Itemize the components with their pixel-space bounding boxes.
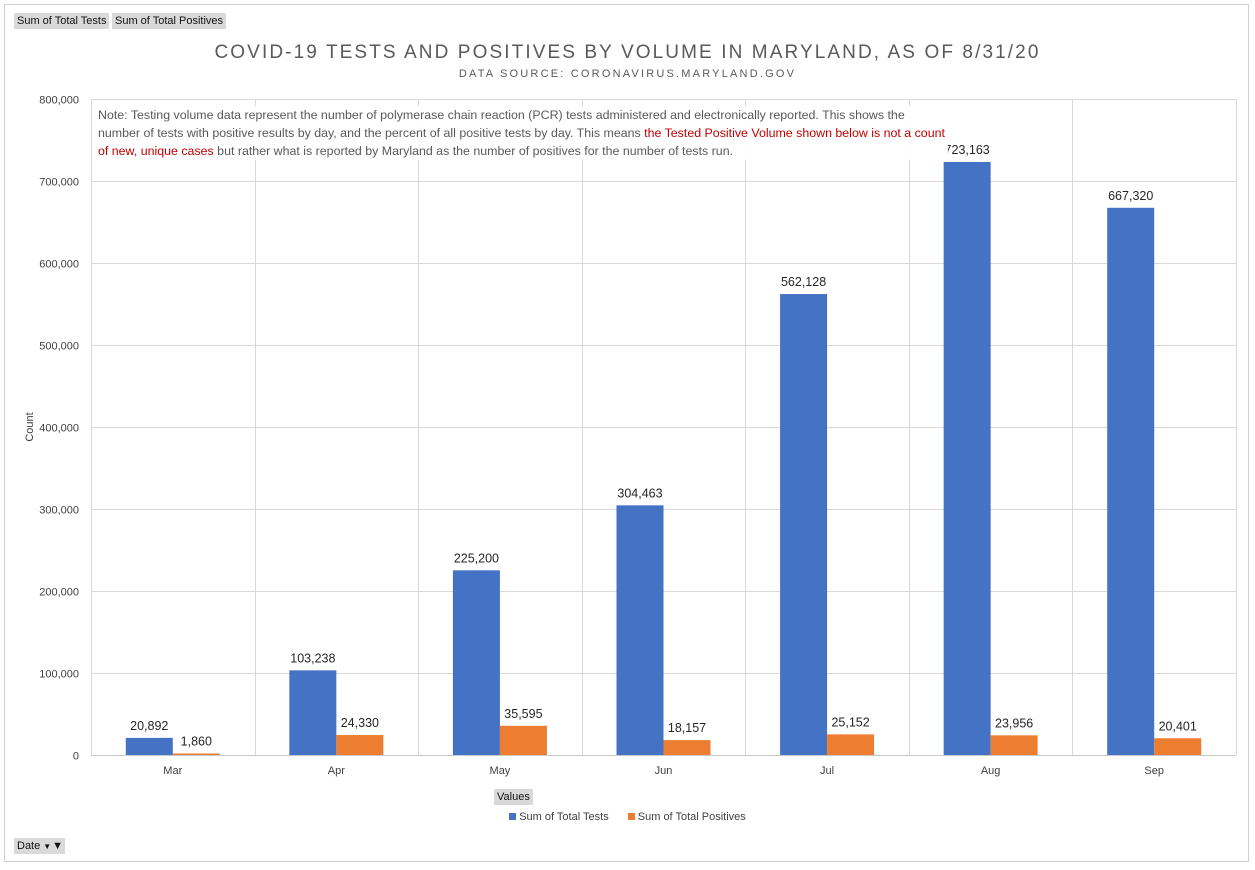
x-tick-label: May bbox=[490, 765, 511, 777]
data-label-positives: 35,595 bbox=[504, 707, 542, 721]
x-tick-label: Jun bbox=[655, 765, 673, 777]
bar-positives bbox=[499, 725, 547, 755]
x-tick-label: Mar bbox=[163, 765, 182, 777]
data-label-positives: 1,860 bbox=[181, 734, 212, 748]
bar-positives bbox=[663, 740, 711, 755]
y-tick-label: 200,000 bbox=[39, 587, 79, 599]
data-label-positives: 23,956 bbox=[995, 716, 1033, 730]
y-tick-label: 100,000 bbox=[39, 669, 79, 681]
bar-tests bbox=[616, 505, 664, 755]
x-tick-label: Jul bbox=[820, 765, 834, 777]
legend-label-positives: Sum of Total Positives bbox=[637, 811, 746, 823]
bar-tests bbox=[125, 737, 173, 755]
data-label-tests: 20,892 bbox=[130, 719, 168, 733]
bar-positives bbox=[336, 735, 384, 755]
chart-note: Note: Testing volume data represent the … bbox=[98, 106, 948, 160]
y-axis-title: Count bbox=[24, 412, 36, 441]
y-tick-label: 600,000 bbox=[39, 259, 79, 271]
legend-label-tests: Sum of Total Tests bbox=[519, 811, 609, 823]
bar-tests bbox=[780, 294, 828, 755]
y-tick-label: 700,000 bbox=[39, 177, 79, 189]
data-label-tests: 667,320 bbox=[1108, 189, 1153, 203]
bar-tests bbox=[289, 670, 337, 755]
note-text-start: Note: Testing volume data represent the … bbox=[98, 108, 905, 140]
chart-legend: Sum of Total Tests Sum of Total Positive… bbox=[0, 811, 1255, 823]
bar-tests bbox=[1107, 207, 1155, 755]
data-label-tests: 723,163 bbox=[945, 143, 990, 157]
chart-subtitle: DATA SOURCE: CORONAVIRUS.MARYLAND.GOV bbox=[458, 68, 797, 80]
bar-tests bbox=[943, 162, 991, 755]
data-label-positives: 18,157 bbox=[668, 721, 706, 735]
data-label-positives: 25,152 bbox=[831, 715, 869, 729]
chart-title: COVID-19 TESTS AND POSITIVES BY VOLUME I… bbox=[214, 42, 1041, 63]
filter-funnel-icon: ▼ bbox=[52, 840, 64, 852]
bar-positives bbox=[1154, 738, 1202, 755]
bar-tests bbox=[452, 570, 500, 755]
field-button-sum-total-tests[interactable]: Sum of Total Tests bbox=[14, 13, 110, 29]
x-tick-label: Apr bbox=[328, 765, 345, 777]
dropdown-arrow-icon: ▼ bbox=[43, 842, 52, 851]
field-button-values[interactable]: Values bbox=[494, 789, 533, 805]
y-tick-label: 800,000 bbox=[39, 95, 79, 107]
y-tick-label: 500,000 bbox=[39, 341, 79, 353]
y-tick-label: 300,000 bbox=[39, 505, 79, 517]
data-label-tests: 225,200 bbox=[454, 551, 499, 565]
date-filter-label: Date bbox=[17, 840, 41, 852]
bar-positives bbox=[827, 734, 875, 755]
note-highlight-text: the Tested Positive Volume shown below i… bbox=[98, 126, 945, 158]
data-label-tests: 103,238 bbox=[290, 651, 335, 665]
field-button-date-filter[interactable]: Date ▼▼ bbox=[14, 838, 66, 854]
y-tick-label: 0 bbox=[73, 751, 79, 763]
y-tick-label: 400,000 bbox=[39, 423, 79, 435]
legend-swatch-tests bbox=[509, 813, 517, 820]
x-tick-label: Sep bbox=[1144, 765, 1164, 777]
bar-positives bbox=[990, 735, 1038, 755]
note-text-end: but rather what is reported by Maryland … bbox=[213, 144, 734, 158]
x-tick-label: Aug bbox=[981, 765, 1001, 777]
data-label-positives: 20,401 bbox=[1159, 719, 1197, 733]
data-label-tests: 562,128 bbox=[781, 275, 826, 289]
bar-positives bbox=[172, 753, 220, 755]
legend-swatch-positives bbox=[627, 813, 635, 820]
field-button-sum-total-positives[interactable]: Sum of Total Positives bbox=[112, 13, 227, 29]
legend-item-positives: Sum of Total Positives bbox=[627, 811, 746, 823]
data-label-positives: 24,330 bbox=[341, 716, 379, 730]
legend-item-tests: Sum of Total Tests bbox=[509, 811, 609, 823]
data-label-tests: 304,463 bbox=[617, 486, 662, 500]
